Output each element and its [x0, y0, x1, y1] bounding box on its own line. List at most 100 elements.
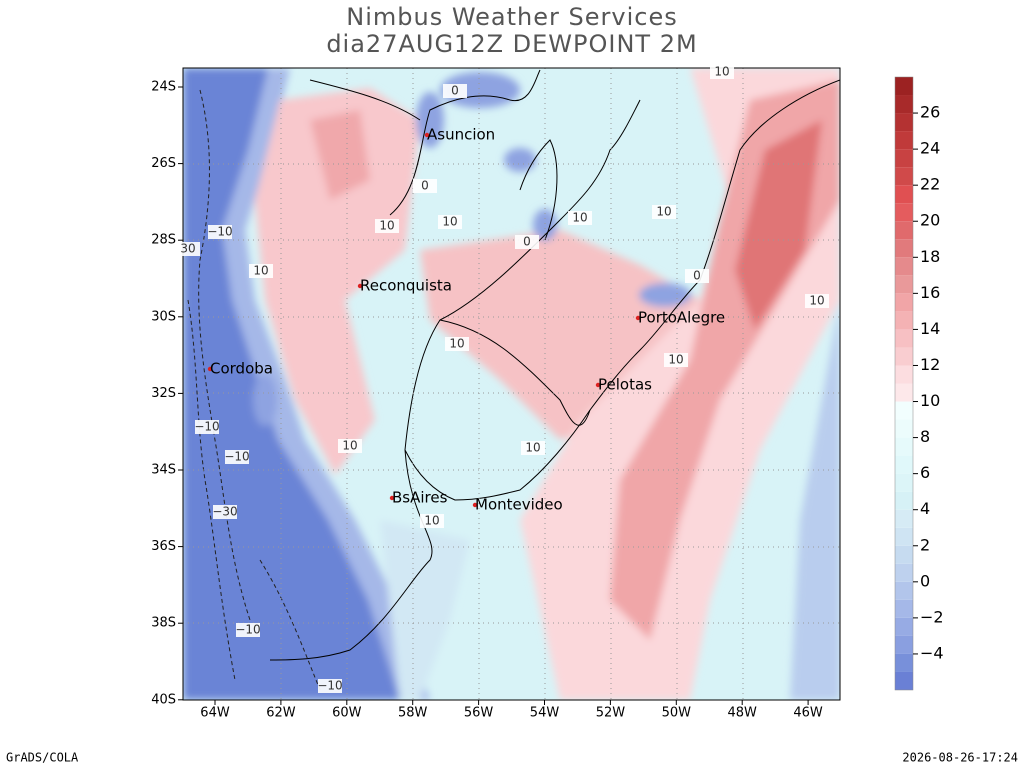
lon-label: 48W	[727, 706, 757, 721]
city-dot	[357, 283, 363, 289]
contour-label: 10	[342, 439, 357, 453]
lat-label: 38S	[151, 616, 176, 631]
colorbar-swatch	[895, 437, 913, 456]
lon-label: 62W	[266, 706, 296, 721]
contour-label: 0	[451, 84, 459, 98]
contour-label-bg	[443, 84, 467, 98]
colorbar-label: 8	[920, 427, 930, 446]
city-dot	[472, 502, 478, 508]
contour-label: −10	[317, 679, 342, 693]
colorbar-swatch	[895, 293, 913, 312]
contour-label-bg	[413, 179, 437, 193]
colorbar-swatch	[895, 221, 913, 240]
lon-label: 50W	[662, 706, 692, 721]
city-dot	[389, 495, 395, 501]
colorbar-label: 24	[920, 139, 940, 158]
city-label: BsAires	[392, 489, 448, 507]
colorbar-label: 20	[920, 211, 940, 230]
city-dot	[207, 366, 213, 372]
contour-label: 10	[253, 264, 268, 278]
colorbar-swatch	[895, 329, 913, 348]
footer-left: GrADS/COLA	[6, 751, 79, 765]
contour-label-bg	[236, 623, 260, 637]
lon-label: 52W	[596, 706, 626, 721]
lon-label: 46W	[793, 706, 823, 721]
city-label: PortoAlegre	[638, 309, 725, 327]
colorbar-label: 4	[920, 499, 930, 518]
colorbar-label: 22	[920, 175, 940, 194]
contour-label: 30	[180, 242, 195, 256]
plot-frame	[182, 67, 841, 701]
contour-label-bg	[213, 505, 237, 519]
colorbar-swatch	[895, 149, 913, 168]
lon-label: 58W	[398, 706, 428, 721]
colorbar-label: −2	[920, 607, 944, 626]
city-dot	[424, 132, 430, 138]
contour-label-bg	[195, 420, 219, 434]
colorbar-label: 18	[920, 247, 940, 266]
colorbar-label: −4	[920, 643, 944, 662]
axes: 24S 26S 28S 30S 32S 34S 36S 38S 40S 64W 62W 60W 58W 5…	[151, 80, 823, 721]
contour-label: −30	[212, 505, 237, 519]
contour-label-bg	[805, 294, 829, 308]
colorbar-swatch	[895, 113, 913, 132]
lon-label: 54W	[530, 706, 560, 721]
colorbar-swatch	[895, 545, 913, 564]
colorbar-swatch	[895, 401, 913, 420]
city-label: Reconquista	[360, 277, 452, 295]
subtitle: dia27AUG12Z DEWPOINT 2M	[326, 30, 697, 58]
contour-label: −10	[207, 225, 232, 239]
colorbar-label: 6	[920, 463, 930, 482]
contour-label-bg	[208, 225, 232, 239]
contour-label-bg	[685, 269, 709, 283]
contour-label: 10	[668, 353, 683, 367]
colorbar-swatch	[895, 671, 913, 690]
colorbar-label: 26	[920, 103, 940, 122]
colorbar-swatch	[895, 473, 913, 492]
contour-label: −10	[194, 420, 219, 434]
contour-label-bg	[338, 439, 362, 453]
contour-label-bg	[375, 219, 399, 233]
colorbar-label: 12	[920, 355, 940, 374]
colorbar-swatch	[895, 95, 913, 114]
city-label: Montevideo	[475, 496, 563, 514]
lat-label: 40S	[151, 692, 176, 707]
contour-label: 10	[809, 294, 824, 308]
colorbar-label: 10	[920, 391, 940, 410]
colorbar-swatch	[895, 365, 913, 384]
colorbar-frame	[894, 76, 914, 691]
contour-label: 0	[421, 179, 429, 193]
colorbar-swatch	[895, 635, 913, 654]
colorbar-swatch	[895, 311, 913, 330]
contour-label-bg	[445, 337, 469, 351]
negative-contours	[187, 89, 321, 691]
contour-label: 10	[714, 65, 729, 79]
colorbar-label: 16	[920, 283, 940, 302]
lat-label: 28S	[151, 233, 176, 248]
lon-label: 64W	[200, 706, 230, 721]
contour-label-bg	[521, 441, 545, 455]
colorbar-swatch	[895, 527, 913, 546]
coastlines-borders	[269, 69, 840, 661]
colorbar-swatch	[895, 257, 913, 276]
colorbar-swatch	[895, 167, 913, 186]
city-label: Cordoba	[210, 360, 273, 378]
grid	[183, 68, 840, 700]
contour-label-bg	[420, 514, 444, 528]
colorbar-swatch	[895, 419, 913, 438]
colorbar-swatch	[895, 185, 913, 204]
city-dot	[595, 382, 601, 388]
contour-label-bg	[515, 235, 539, 249]
colorbar-swatch	[895, 617, 913, 636]
contour-label: 10	[379, 219, 394, 233]
contour-label-bg	[568, 211, 592, 225]
lat-label: 30S	[151, 309, 176, 324]
contour-label: −10	[235, 623, 260, 637]
cities: Asuncion Reconquista PortoAlegre Cordoba Pel…	[207, 126, 725, 514]
contour-label: 0	[523, 235, 531, 249]
lat-label: 24S	[151, 80, 176, 95]
colorbar-label: 0	[920, 571, 930, 590]
colorbar-swatch	[895, 131, 913, 150]
contour-label-bg	[318, 679, 342, 693]
